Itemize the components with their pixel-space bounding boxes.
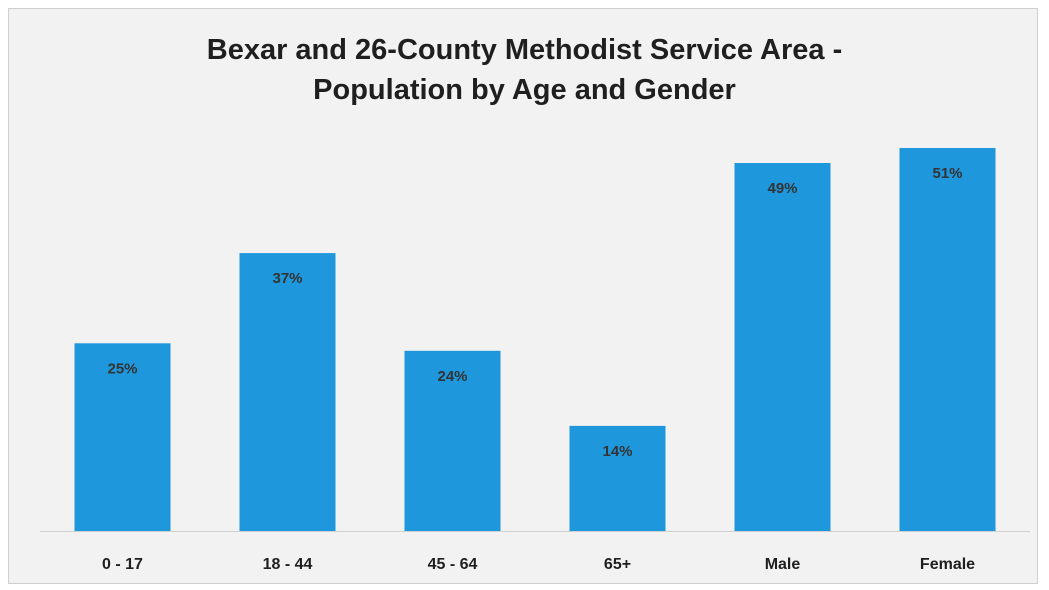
bar-3 <box>404 350 501 531</box>
data-label-2: 37% <box>272 270 302 287</box>
x-tick-label-5: Male <box>765 556 801 573</box>
bar-6 <box>899 148 996 531</box>
data-label-3: 24% <box>437 368 467 385</box>
bar-5 <box>734 163 831 531</box>
chart-title-line-2: Population by Age and Gender <box>313 74 736 106</box>
chart-area <box>8 8 1038 584</box>
data-label-5: 49% <box>767 180 797 197</box>
x-tick-label-6: Female <box>920 556 975 573</box>
x-tick-label-2: 18 - 44 <box>263 556 313 573</box>
bar-2 <box>239 253 336 531</box>
x-tick-label-1: 0 - 17 <box>102 556 143 573</box>
data-label-1: 25% <box>107 360 137 377</box>
chart-title-line-1: Bexar and 26-County Methodist Service Ar… <box>206 34 843 66</box>
data-label-6: 51% <box>932 165 962 182</box>
chart-title: Bexar and 26-County Methodist Service Ar… <box>0 30 1049 110</box>
x-tick-label-3: 45 - 64 <box>428 556 478 573</box>
x-tick-label-4: 65+ <box>604 556 631 573</box>
data-label-4: 14% <box>602 443 632 460</box>
bar-1 <box>74 343 171 531</box>
bar-4 <box>569 425 666 531</box>
